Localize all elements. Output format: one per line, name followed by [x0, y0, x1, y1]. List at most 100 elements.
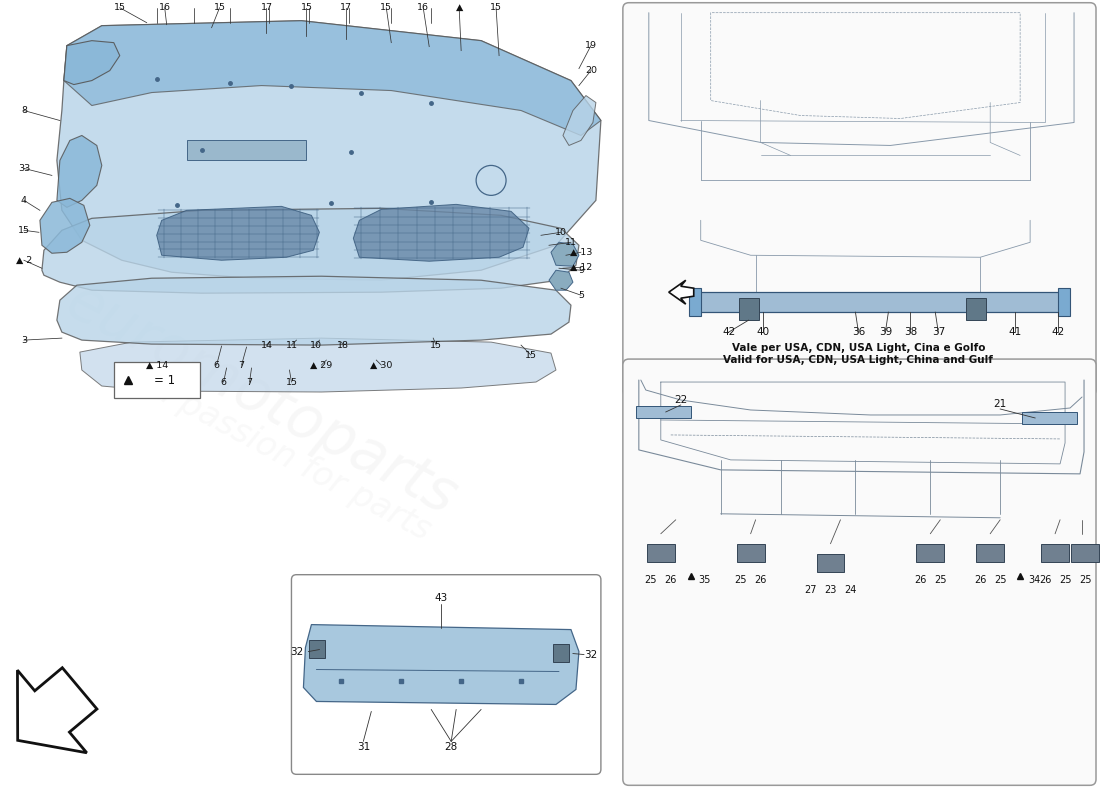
FancyBboxPatch shape: [1022, 412, 1077, 424]
Text: 37: 37: [932, 327, 945, 337]
Polygon shape: [353, 204, 529, 262]
Polygon shape: [64, 41, 120, 85]
Text: 25: 25: [645, 574, 657, 585]
Text: 11: 11: [565, 238, 578, 246]
Text: Valid for USA, CDN, USA Light, China and Gulf: Valid for USA, CDN, USA Light, China and…: [724, 355, 993, 365]
FancyBboxPatch shape: [737, 544, 764, 562]
Text: 38: 38: [904, 327, 917, 337]
Polygon shape: [304, 625, 579, 705]
Text: 16: 16: [158, 3, 170, 12]
Text: 15: 15: [213, 3, 226, 12]
Text: 26: 26: [914, 574, 926, 585]
FancyBboxPatch shape: [292, 574, 601, 774]
Text: 15: 15: [430, 341, 442, 350]
Text: 32: 32: [289, 646, 304, 657]
FancyBboxPatch shape: [738, 298, 759, 320]
FancyBboxPatch shape: [647, 544, 674, 562]
FancyBboxPatch shape: [976, 544, 1004, 562]
FancyBboxPatch shape: [695, 292, 1060, 312]
Text: 5: 5: [578, 290, 584, 300]
Text: 15: 15: [491, 3, 502, 12]
Text: 32: 32: [584, 650, 597, 659]
Text: 23: 23: [824, 585, 837, 594]
Text: euromotoparts: euromotoparts: [692, 422, 969, 578]
Text: 43: 43: [434, 593, 448, 602]
Polygon shape: [80, 338, 556, 392]
Text: 20: 20: [585, 66, 597, 75]
Text: ▲ 13: ▲ 13: [570, 248, 592, 257]
Text: 17: 17: [261, 3, 273, 12]
Text: 6: 6: [213, 361, 220, 370]
FancyBboxPatch shape: [1058, 288, 1070, 316]
FancyBboxPatch shape: [623, 359, 1096, 786]
Text: 15: 15: [286, 378, 297, 386]
Text: 25: 25: [934, 574, 946, 585]
Text: ▲ 29: ▲ 29: [310, 361, 332, 370]
Text: 4: 4: [21, 196, 26, 205]
Text: 8: 8: [21, 106, 26, 115]
Text: 9: 9: [578, 266, 584, 274]
Text: 6: 6: [221, 378, 227, 386]
Text: 15: 15: [381, 3, 393, 12]
FancyBboxPatch shape: [916, 544, 944, 562]
Text: 28: 28: [444, 742, 458, 752]
Text: a passion for parts: a passion for parts: [146, 372, 437, 547]
FancyBboxPatch shape: [113, 362, 199, 398]
Text: 3: 3: [21, 336, 28, 345]
Text: ▲ 12: ▲ 12: [570, 262, 592, 272]
FancyBboxPatch shape: [553, 643, 569, 662]
Polygon shape: [549, 270, 573, 290]
Text: 18: 18: [338, 341, 350, 350]
Text: 42: 42: [1052, 327, 1065, 337]
Text: 15: 15: [113, 3, 125, 12]
Text: ▲: ▲: [455, 3, 463, 12]
FancyBboxPatch shape: [309, 639, 326, 658]
Text: 15: 15: [300, 3, 312, 12]
Text: ▲ 2: ▲ 2: [15, 256, 32, 265]
Text: 25: 25: [735, 574, 747, 585]
Text: 31: 31: [356, 742, 370, 752]
Text: 25: 25: [1059, 574, 1071, 585]
Text: = 1: = 1: [154, 374, 175, 386]
Polygon shape: [563, 95, 596, 146]
Text: 41: 41: [1009, 327, 1022, 337]
Text: 7: 7: [239, 361, 244, 370]
Polygon shape: [551, 242, 579, 266]
Text: 10: 10: [310, 341, 322, 350]
Polygon shape: [57, 135, 102, 207]
FancyBboxPatch shape: [623, 2, 1096, 396]
Polygon shape: [57, 21, 601, 280]
FancyBboxPatch shape: [187, 141, 307, 161]
Text: 34: 34: [1028, 574, 1041, 585]
Text: 35: 35: [698, 574, 711, 585]
Text: 25: 25: [994, 574, 1006, 585]
Text: 19: 19: [585, 41, 597, 50]
Text: 25: 25: [1079, 574, 1091, 585]
Text: 26: 26: [664, 574, 676, 585]
Text: 33: 33: [18, 164, 30, 173]
Text: 22: 22: [674, 395, 688, 405]
Text: euromotoparts: euromotoparts: [56, 273, 466, 527]
FancyBboxPatch shape: [636, 406, 691, 418]
Text: 40: 40: [756, 327, 769, 337]
FancyBboxPatch shape: [966, 298, 987, 320]
FancyBboxPatch shape: [1041, 544, 1069, 562]
Polygon shape: [42, 208, 579, 293]
Text: 27: 27: [804, 585, 817, 594]
Polygon shape: [40, 198, 90, 254]
Text: 17: 17: [340, 3, 352, 12]
Polygon shape: [669, 280, 694, 304]
Polygon shape: [156, 206, 319, 260]
Text: 15: 15: [525, 350, 537, 359]
Text: 14: 14: [261, 341, 273, 350]
Text: 26: 26: [1038, 574, 1052, 585]
Text: Vale per USA, CDN, USA Light, Cina e Golfo: Vale per USA, CDN, USA Light, Cina e Gol…: [732, 343, 986, 353]
Polygon shape: [64, 21, 601, 135]
Text: 15: 15: [18, 226, 30, 235]
FancyBboxPatch shape: [816, 554, 845, 572]
Text: 26: 26: [755, 574, 767, 585]
FancyBboxPatch shape: [689, 288, 701, 316]
Text: a passion for parts: a passion for parts: [733, 486, 928, 593]
Text: 24: 24: [845, 585, 857, 594]
FancyBboxPatch shape: [1071, 544, 1099, 562]
